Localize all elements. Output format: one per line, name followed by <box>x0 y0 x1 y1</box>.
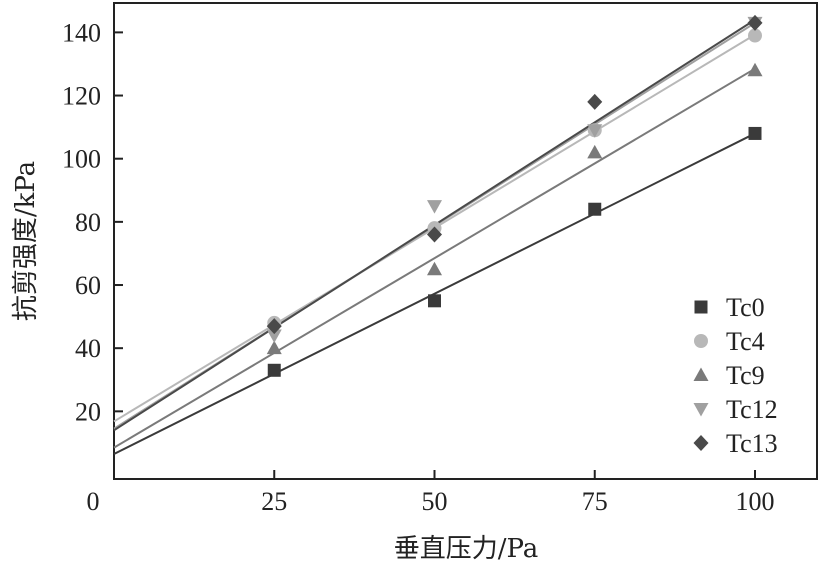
fit-line-tc0 <box>113 132 756 455</box>
y-axis-label: 抗剪强度/kPa <box>11 161 41 321</box>
legend-label-tc13: Tc13 <box>726 429 778 458</box>
data-point-tc13 <box>427 226 442 243</box>
plot-frame <box>113 2 818 480</box>
data-point-tc13 <box>747 14 763 31</box>
legend-marker-tc0 <box>694 300 708 314</box>
x-tick-label: 0 <box>87 487 100 516</box>
y-tick-label: 60 <box>75 271 101 300</box>
data-point-tc0 <box>267 363 281 377</box>
y-tick-label: 120 <box>62 82 101 111</box>
data-point-tc12 <box>427 200 442 214</box>
data-point-tc13 <box>266 318 282 335</box>
legend-label-tc0: Tc0 <box>726 293 765 322</box>
y-tick-label: 80 <box>75 208 101 237</box>
x-tick-label: 100 <box>736 487 775 516</box>
fit-lines <box>113 18 756 455</box>
legend-label-tc9: Tc9 <box>726 361 765 390</box>
legend-marker-tc4 <box>694 334 708 348</box>
legend-label-tc12: Tc12 <box>726 395 778 424</box>
x-axis-label: 垂直压力/Pa <box>394 534 539 563</box>
x-tick-label: 25 <box>261 487 287 516</box>
legend-marker-tc13 <box>693 435 709 451</box>
x-axis-ticks: 0 25 50 75 100 <box>87 470 775 516</box>
legend-label-tc4: Tc4 <box>726 327 765 356</box>
data-markers <box>266 14 763 377</box>
data-point-tc9 <box>747 62 763 77</box>
x-tick-label: 50 <box>422 487 448 516</box>
data-point-tc0 <box>428 294 441 308</box>
y-tick-label: 100 <box>62 145 101 174</box>
data-point-tc0 <box>588 202 602 216</box>
y-tick-label: 20 <box>75 397 101 426</box>
data-point-tc9 <box>587 144 603 159</box>
fit-line-tc9 <box>113 67 756 449</box>
plot-area <box>113 2 818 480</box>
y-axis-ticks: 20 40 60 80 100 120 140 <box>62 18 123 426</box>
legend: Tc0 Tc4 Tc9 Tc12 Tc13 <box>693 293 778 458</box>
data-point-tc9 <box>427 261 442 276</box>
data-point-tc12 <box>587 124 603 138</box>
legend-marker-tc9 <box>693 367 709 381</box>
x-tick-label: 75 <box>582 487 608 516</box>
data-point-tc13 <box>587 93 603 110</box>
legend-marker-tc12 <box>693 403 709 417</box>
data-point-tc4 <box>748 28 762 43</box>
y-tick-label: 40 <box>75 334 101 363</box>
data-point-tc9 <box>266 340 282 355</box>
data-point-tc12 <box>266 329 282 344</box>
data-point-tc0 <box>748 126 762 140</box>
y-tick-label: 140 <box>62 18 101 47</box>
